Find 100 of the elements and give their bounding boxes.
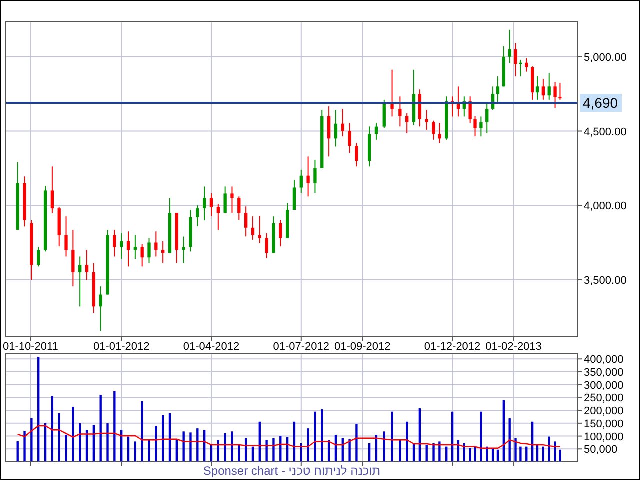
bar: [30, 418, 33, 462]
bar: [554, 442, 556, 462]
bar: [134, 442, 137, 462]
line-series: [17, 425, 561, 449]
candlestick: [161, 240, 165, 264]
candlestick: [265, 232, 268, 259]
y-tick-label: 5,000.00: [584, 52, 627, 64]
y-tick-label: 300,000: [584, 380, 624, 392]
bar: [508, 418, 511, 462]
bar: [38, 357, 40, 462]
y-tick-label: 150,000: [584, 418, 624, 430]
y-tick-label: 200,000: [584, 406, 624, 418]
candlestick: [558, 82, 562, 100]
y-tick-label: 100,000: [584, 431, 624, 444]
x-tick-label: 01-09-2012: [334, 341, 391, 353]
candlestick: [519, 59, 522, 78]
candlestick: [148, 238, 151, 264]
candlestick: [224, 186, 227, 214]
candlestick: [486, 102, 489, 134]
candlestick: [85, 250, 89, 281]
x-tick-label: 01-10-2011: [2, 341, 58, 353]
bar: [24, 431, 26, 462]
candlestick: [341, 108, 344, 138]
candlestick: [238, 196, 241, 221]
candlestick: [258, 215, 262, 244]
bar: [399, 440, 402, 462]
candlestick: [216, 204, 220, 230]
bar: [148, 440, 150, 462]
candlestick: [425, 110, 428, 130]
bar: [438, 442, 441, 462]
candlestick: [514, 42, 518, 78]
y-tick-label: 400,000: [584, 354, 624, 366]
bar: [514, 438, 517, 462]
bar: [520, 446, 522, 462]
bar: [190, 432, 192, 462]
candlestick: [382, 99, 386, 129]
y-tick-label: 350,000: [584, 367, 624, 379]
bar: [141, 401, 144, 462]
candlestick: [508, 29, 512, 64]
candlestick: [50, 166, 54, 214]
candlestick: [438, 122, 442, 144]
candlestick: [134, 234, 137, 260]
candlestick: [398, 96, 402, 128]
bar: [176, 440, 178, 462]
y-tick-label: 4,000.00: [584, 200, 627, 213]
bar: [72, 406, 74, 462]
bar: [474, 446, 476, 462]
candlestick: [244, 206, 248, 238]
candlestick: [474, 116, 477, 138]
candlestick: [202, 186, 206, 221]
bar: [432, 443, 435, 462]
candlestick: [406, 112, 409, 134]
candlestick: [78, 256, 82, 308]
candlestick: [37, 246, 40, 268]
bar: [559, 450, 562, 462]
candlestick: [554, 82, 557, 109]
x-tick-label: 01-02-2013: [486, 341, 542, 353]
candlestick: [279, 220, 282, 248]
x-tick-label: 01-04-2012: [183, 341, 240, 353]
candlestick: [525, 58, 528, 72]
bar: [272, 438, 275, 462]
candlestick: [306, 156, 310, 198]
candlestick: [99, 286, 102, 332]
x-tick-label: 01-12-2012: [424, 341, 481, 353]
bar: [106, 423, 109, 462]
candlestick: [113, 229, 116, 258]
ref-line-label: 4,690: [583, 95, 618, 112]
candlestick: [496, 76, 500, 104]
y-tick-label: 4,500.00: [584, 126, 627, 138]
y-tick-label: 50,000: [584, 444, 618, 456]
bar: [307, 428, 310, 462]
candlestick: [468, 96, 472, 124]
bar: [100, 395, 102, 462]
candlestick: [210, 192, 214, 218]
y-tick-label: 250,000: [584, 392, 624, 405]
x-tick-label: 01-07-2012: [273, 341, 330, 353]
candlestick: [548, 72, 551, 100]
candlestick: [314, 159, 317, 194]
candlestick: [480, 116, 483, 138]
candlestick: [72, 229, 75, 288]
candlestick: [456, 86, 460, 118]
candlestick: [348, 122, 352, 154]
bar: [480, 412, 482, 462]
x-tick-label: 01-01-2012: [93, 341, 150, 353]
bar: [114, 391, 116, 462]
bar: [356, 424, 358, 462]
candlestick: [334, 110, 338, 148]
candlestick: [292, 180, 296, 211]
text: Sponser chart -: [203, 464, 286, 478]
bar: [51, 396, 54, 462]
candlestick: [64, 216, 68, 258]
candlestick: [182, 236, 186, 264]
candlestick: [355, 142, 358, 168]
bar: [231, 432, 234, 462]
bar: [266, 440, 268, 462]
y-tick-label: 3,500.00: [584, 274, 627, 287]
candlestick: [140, 244, 144, 268]
candlestick: [327, 106, 331, 158]
bar: [224, 433, 226, 462]
candlestick: [300, 169, 303, 194]
